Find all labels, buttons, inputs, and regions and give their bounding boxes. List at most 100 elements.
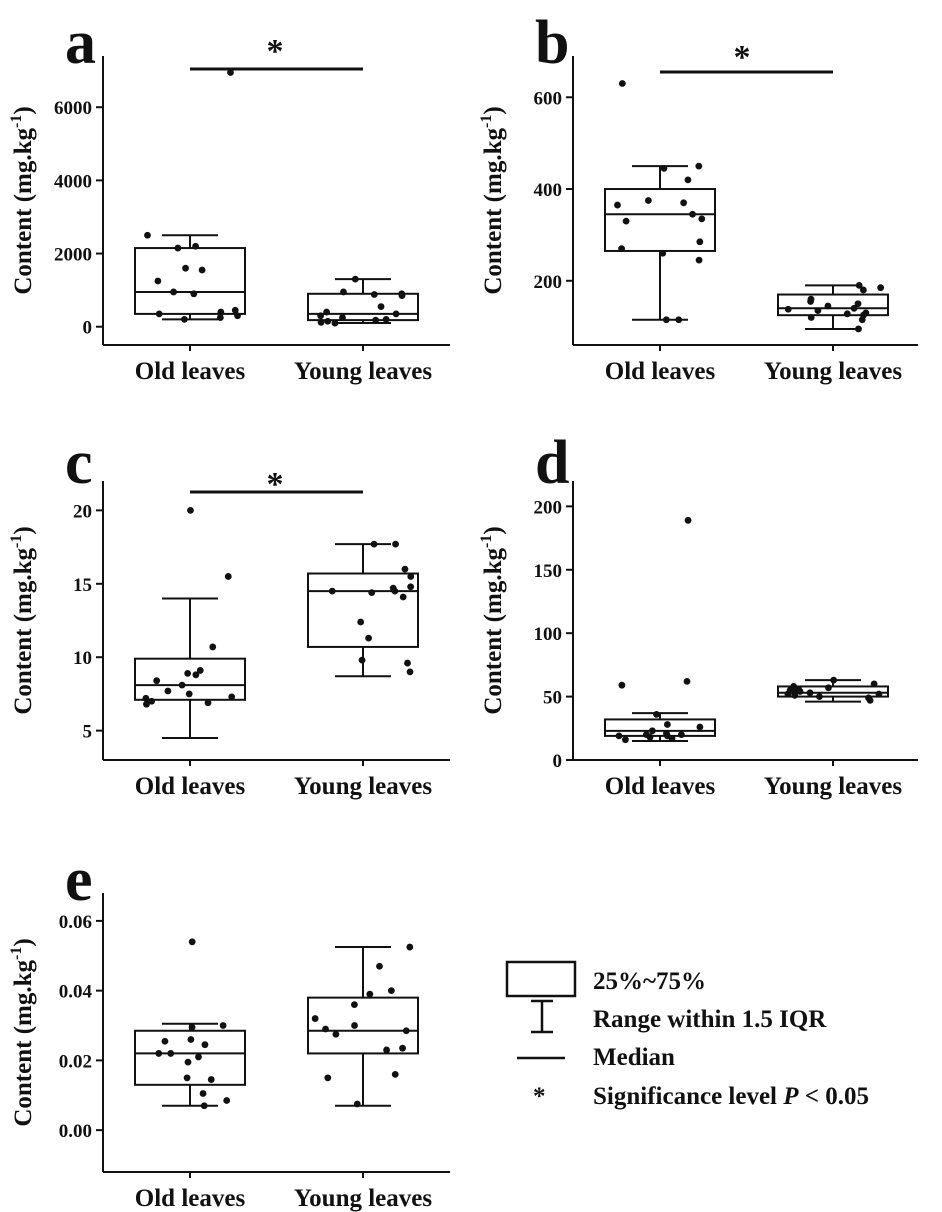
data-point bbox=[225, 573, 232, 580]
data-point bbox=[678, 731, 685, 738]
iqr-box bbox=[778, 295, 888, 316]
x-tick-label: Young leaves bbox=[764, 773, 902, 800]
y-axis-label-sup: -1 bbox=[8, 115, 25, 128]
data-point bbox=[402, 566, 409, 573]
data-point bbox=[378, 303, 385, 310]
data-point bbox=[372, 317, 379, 324]
data-point bbox=[814, 307, 821, 314]
data-point bbox=[153, 677, 160, 684]
data-point bbox=[859, 316, 866, 323]
data-point bbox=[406, 944, 413, 951]
data-point bbox=[867, 697, 874, 704]
data-point bbox=[785, 306, 792, 313]
data-point bbox=[202, 1041, 209, 1048]
y-axis-label-close: ) bbox=[480, 526, 507, 534]
y-tick-label: 0 bbox=[83, 318, 93, 339]
data-point bbox=[407, 668, 414, 675]
data-point bbox=[187, 507, 194, 514]
x-tick-label: Old leaves bbox=[135, 358, 246, 385]
x-tick-label: Old leaves bbox=[135, 773, 246, 800]
y-axis-label: Content (mg.kg-1) bbox=[478, 106, 507, 294]
data-point bbox=[647, 734, 654, 741]
data-point bbox=[619, 80, 626, 87]
data-point bbox=[399, 1045, 406, 1052]
data-point bbox=[164, 688, 171, 695]
y-axis-label: Content (mg.kg-1) bbox=[8, 106, 37, 294]
data-point bbox=[340, 289, 347, 296]
legend-median-label: Median bbox=[593, 1044, 675, 1071]
y-axis-label-main: Content (mg.kg bbox=[10, 548, 37, 715]
y-tick-label: 600 bbox=[534, 88, 563, 109]
box-d-young bbox=[778, 677, 888, 704]
legend-sig-suffix: < 0.05 bbox=[799, 1083, 870, 1110]
data-point bbox=[614, 202, 621, 209]
y-tick-label: 100 bbox=[534, 624, 563, 645]
data-point bbox=[871, 681, 878, 688]
data-point bbox=[371, 541, 378, 548]
y-axis-label-close: ) bbox=[10, 106, 37, 114]
box-a-young bbox=[308, 276, 418, 327]
data-point bbox=[653, 711, 660, 718]
data-point bbox=[851, 305, 858, 312]
data-point bbox=[669, 735, 676, 742]
data-point bbox=[399, 292, 406, 299]
significance-star: * bbox=[734, 39, 751, 76]
y-axis-label-main: Content (mg.kg bbox=[10, 960, 37, 1127]
data-point bbox=[339, 314, 346, 321]
x-tick-label: Young leaves bbox=[294, 358, 432, 385]
legend-sig-label: Significance level P < 0.05 bbox=[593, 1083, 869, 1110]
y-tick-label: 15 bbox=[73, 575, 92, 596]
data-point bbox=[187, 1036, 194, 1043]
iqr-box bbox=[308, 574, 418, 647]
data-point bbox=[697, 724, 704, 731]
y-tick-label: 10 bbox=[73, 648, 92, 669]
y-axis-label-sup: -1 bbox=[8, 535, 25, 548]
data-point bbox=[162, 1038, 169, 1045]
data-point bbox=[689, 211, 696, 218]
legend-box-swatch bbox=[507, 962, 575, 996]
data-point bbox=[332, 320, 339, 327]
data-point bbox=[223, 1097, 230, 1104]
data-point bbox=[174, 245, 181, 252]
data-point bbox=[351, 1022, 358, 1029]
data-point bbox=[393, 311, 400, 318]
data-point bbox=[664, 721, 671, 728]
data-point bbox=[186, 691, 193, 698]
data-point bbox=[392, 541, 399, 548]
legend-box-label: 25%~75% bbox=[593, 968, 706, 995]
data-point bbox=[359, 657, 366, 664]
data-point bbox=[317, 312, 324, 319]
data-point bbox=[685, 517, 692, 524]
data-point bbox=[785, 691, 792, 698]
y-axis-label: Content (mg.kg-1) bbox=[8, 526, 37, 714]
data-point bbox=[190, 290, 197, 297]
box-c-old bbox=[135, 507, 245, 738]
data-point bbox=[143, 701, 150, 708]
data-point bbox=[649, 727, 656, 734]
y-axis-label-close: ) bbox=[480, 106, 507, 114]
data-point bbox=[383, 1047, 390, 1054]
box-b-old bbox=[605, 80, 715, 323]
data-point bbox=[698, 215, 705, 222]
data-point bbox=[391, 588, 398, 595]
data-point bbox=[200, 1090, 207, 1097]
y-tick-label: 50 bbox=[543, 688, 562, 709]
data-point bbox=[205, 699, 212, 706]
data-point bbox=[201, 1102, 208, 1109]
box-e-old bbox=[135, 938, 245, 1109]
data-point bbox=[142, 695, 149, 702]
data-point bbox=[228, 693, 235, 700]
panel-e: e0.000.020.040.06Content (mg.kg-1)Old le… bbox=[8, 846, 450, 1212]
data-point bbox=[371, 291, 378, 298]
y-tick-label: 2000 bbox=[54, 245, 92, 266]
data-point bbox=[696, 238, 703, 245]
data-point bbox=[661, 165, 668, 172]
y-tick-label: 400 bbox=[534, 180, 563, 201]
data-point bbox=[312, 1015, 319, 1022]
y-axis-label-sup: -1 bbox=[478, 535, 495, 548]
box-c-young bbox=[308, 541, 418, 677]
panel-b: b 200 400 600 Content (mg.kg-1) Old leaves You… bbox=[478, 9, 918, 385]
box-d-old bbox=[605, 517, 715, 743]
panel-d: d050100150200Content (mg.kg-1)Old leaves… bbox=[478, 429, 918, 800]
data-point bbox=[684, 678, 691, 685]
